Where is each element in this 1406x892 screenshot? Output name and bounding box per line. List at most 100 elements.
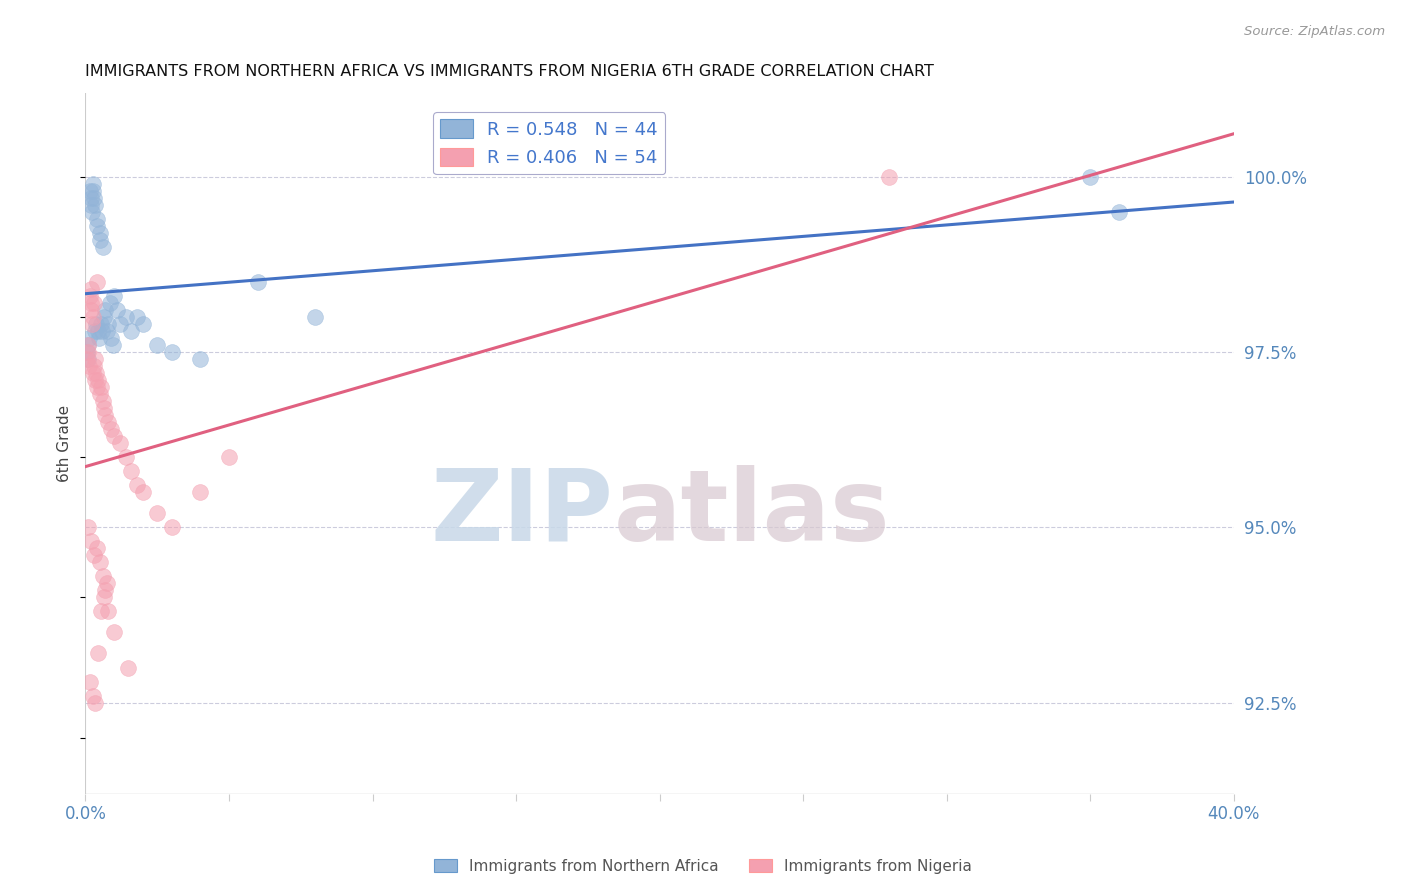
Point <box>96 576 118 591</box>
Point <box>91 569 114 583</box>
Point <box>114 450 136 465</box>
Point <box>91 324 114 338</box>
Point <box>246 275 269 289</box>
Point <box>108 436 131 450</box>
Point <box>80 205 103 219</box>
Point <box>79 184 101 198</box>
Point <box>77 338 100 352</box>
Point <box>76 352 98 367</box>
Point <box>87 647 110 661</box>
Point <box>82 689 104 703</box>
Point <box>120 324 142 338</box>
Point <box>86 211 108 226</box>
Point <box>125 310 148 324</box>
Point <box>82 177 104 191</box>
Point <box>125 478 148 492</box>
Text: IMMIGRANTS FROM NORTHERN AFRICA VS IMMIGRANTS FROM NIGERIA 6TH GRADE CORRELATION: IMMIGRANTS FROM NORTHERN AFRICA VS IMMIG… <box>86 64 934 79</box>
Point <box>80 282 103 296</box>
Point <box>160 520 183 534</box>
Point <box>879 169 901 184</box>
Point <box>89 331 111 345</box>
Point <box>100 422 122 436</box>
Point <box>90 604 112 618</box>
Point <box>93 401 115 416</box>
Point <box>97 604 120 618</box>
Point <box>117 660 139 674</box>
Point <box>83 549 105 563</box>
Point <box>103 429 125 443</box>
Point <box>1078 169 1101 184</box>
Point <box>86 541 108 556</box>
Legend: Immigrants from Northern Africa, Immigrants from Nigeria: Immigrants from Northern Africa, Immigra… <box>427 853 979 880</box>
Point <box>89 233 111 247</box>
Point <box>89 387 111 401</box>
Point <box>94 303 117 318</box>
Point <box>218 450 240 465</box>
Point <box>94 408 117 422</box>
Point <box>80 317 103 331</box>
Point <box>84 696 107 710</box>
Point <box>86 219 108 233</box>
Point <box>76 345 98 359</box>
Point <box>108 317 131 331</box>
Point <box>90 380 112 394</box>
Point <box>105 303 128 318</box>
Point <box>77 352 100 367</box>
Point <box>132 317 155 331</box>
Point <box>77 520 100 534</box>
Point <box>101 338 124 352</box>
Point <box>80 303 103 318</box>
Point <box>84 317 107 331</box>
Text: ZIP: ZIP <box>430 465 613 562</box>
Point <box>83 296 105 310</box>
Point <box>103 625 125 640</box>
Point <box>94 583 117 598</box>
Point <box>79 674 101 689</box>
Point <box>76 345 98 359</box>
Point <box>80 198 103 212</box>
Legend: R = 0.548   N = 44, R = 0.406   N = 54: R = 0.548 N = 44, R = 0.406 N = 54 <box>433 112 665 175</box>
Point <box>87 324 110 338</box>
Point <box>80 534 103 549</box>
Point <box>91 240 114 254</box>
Point <box>84 324 107 338</box>
Point <box>97 317 120 331</box>
Point <box>146 338 169 352</box>
Point <box>77 331 100 345</box>
Point <box>93 310 115 324</box>
Point <box>83 198 105 212</box>
Point <box>82 184 104 198</box>
Point <box>93 591 115 605</box>
Point <box>160 345 183 359</box>
Point <box>76 338 98 352</box>
Point <box>79 296 101 310</box>
Point <box>120 464 142 478</box>
Point <box>304 310 326 324</box>
Point <box>82 366 104 380</box>
Text: Source: ZipAtlas.com: Source: ZipAtlas.com <box>1244 25 1385 38</box>
Point <box>87 373 110 387</box>
Point <box>103 289 125 303</box>
Point <box>82 310 104 324</box>
Point <box>114 310 136 324</box>
Point <box>91 394 114 409</box>
Point <box>84 366 107 380</box>
Point <box>1108 205 1130 219</box>
Point <box>132 485 155 500</box>
Point <box>86 275 108 289</box>
Point <box>188 352 211 367</box>
Point <box>98 296 121 310</box>
Point <box>83 359 105 373</box>
Point <box>77 359 100 373</box>
Point <box>79 191 101 205</box>
Point <box>188 485 211 500</box>
Point <box>100 331 122 345</box>
Point <box>79 289 101 303</box>
Point <box>84 373 107 387</box>
Point <box>89 555 111 569</box>
Y-axis label: 6th Grade: 6th Grade <box>58 405 72 482</box>
Point <box>83 191 105 205</box>
Point <box>97 415 120 429</box>
Text: atlas: atlas <box>613 465 890 562</box>
Point <box>86 380 108 394</box>
